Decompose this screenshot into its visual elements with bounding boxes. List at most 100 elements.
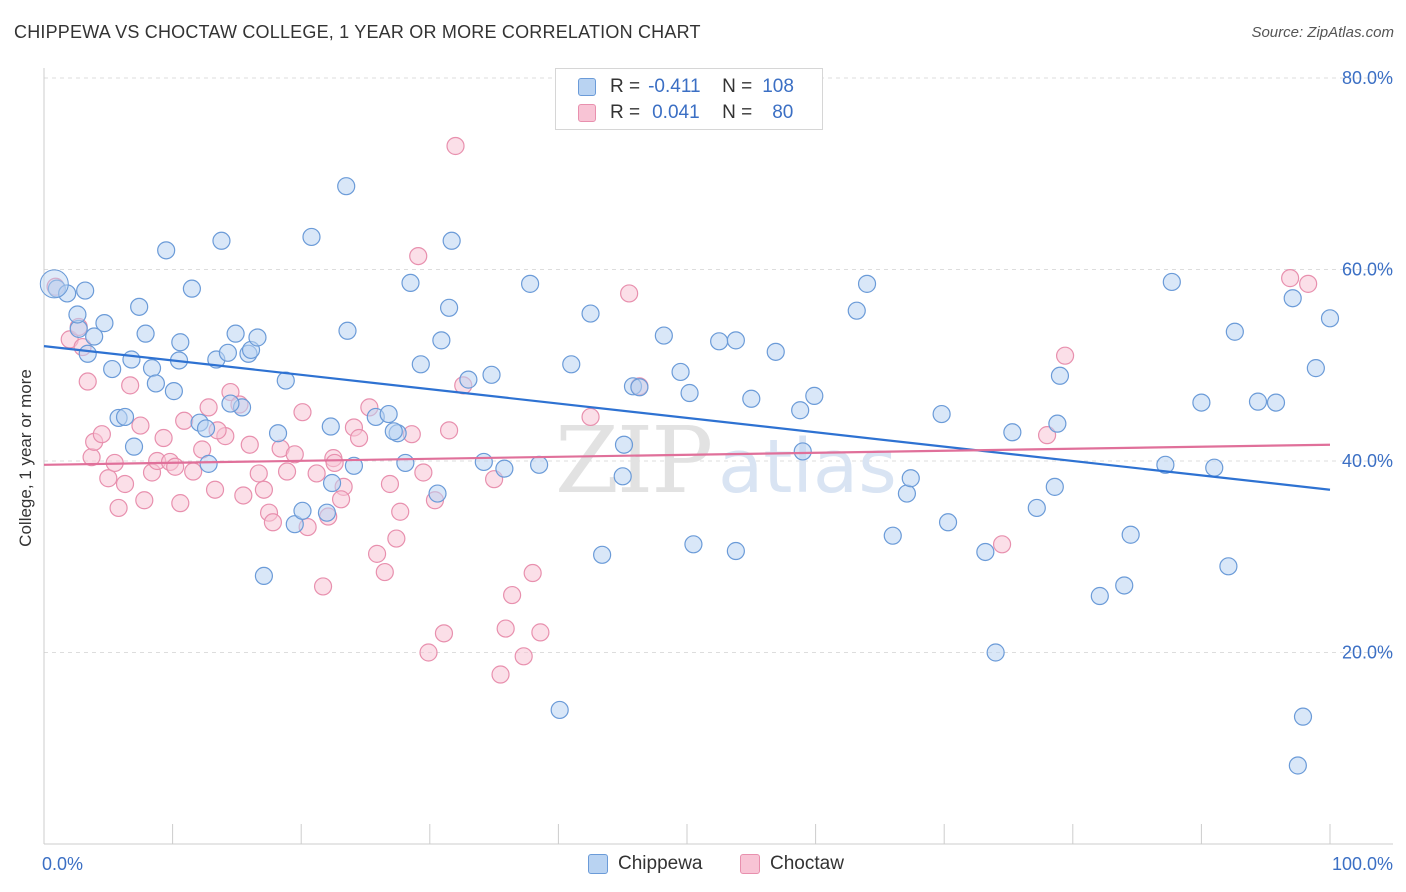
trend-layer <box>43 345 1331 491</box>
chippewa-point <box>212 231 231 250</box>
chippewa-point <box>322 473 342 493</box>
chippewa-point <box>1121 525 1140 544</box>
chippewa-point <box>103 359 122 379</box>
choctaw-point <box>240 435 259 454</box>
choctaw-n-label: N = <box>722 102 753 123</box>
choctaw-point <box>620 284 639 303</box>
chippewa-point <box>122 350 141 369</box>
choctaw-point <box>285 445 304 464</box>
choctaw-point <box>446 136 465 156</box>
chippewa-point <box>171 333 190 352</box>
watermark-atlas: atlas <box>718 424 897 510</box>
y-tick-label: 60.0% <box>1342 260 1393 280</box>
choctaw-point <box>249 464 268 483</box>
chippewa-point <box>1219 557 1238 576</box>
bottom-legend-choctaw: Choctaw <box>740 852 844 876</box>
chippewa-point <box>146 374 165 393</box>
chippewa-point <box>401 273 420 293</box>
source-label: Source: ZipAtlas.com <box>1251 24 1394 41</box>
chippewa-point <box>321 417 340 436</box>
chippewa-point <box>337 177 356 196</box>
chippewa-point <box>58 284 77 303</box>
x-tick-label-min: 0.0% <box>42 854 83 874</box>
chippewa-point <box>581 304 600 323</box>
chippewa-point <box>136 324 155 343</box>
chippewa-point <box>986 643 1005 662</box>
chippewa-point <box>1090 586 1109 606</box>
choctaw-points <box>46 136 1318 684</box>
chippewa-point <box>613 467 632 486</box>
choctaw-point <box>434 624 454 643</box>
chippewa-point <box>1320 309 1340 328</box>
choctaw-point <box>313 577 333 596</box>
legend-row-chippewa: R = -0.411 N = 108 <box>578 75 794 99</box>
chippewa-point <box>562 355 581 374</box>
choctaw-point <box>581 407 600 427</box>
choctaw-point <box>263 513 283 532</box>
chippewa-point <box>157 241 176 260</box>
y-tick-label: 20.0% <box>1342 643 1393 663</box>
y-tick-label: 80.0% <box>1342 68 1393 88</box>
chippewa-point <box>1050 366 1070 385</box>
choctaw-point <box>331 490 351 509</box>
chippewa-point <box>482 365 501 384</box>
chippewa-point <box>293 501 312 520</box>
chippewa-point <box>76 281 95 300</box>
chippewa-point <box>680 383 699 403</box>
chippewa-point <box>684 535 703 554</box>
chippewa-point <box>766 342 785 361</box>
chippewa-point <box>474 452 493 472</box>
chippewa-point <box>317 503 337 522</box>
chippewa-points <box>39 177 1340 775</box>
choctaw-point <box>380 474 400 494</box>
chippewa-point <box>302 227 321 247</box>
chippewa-point <box>1162 272 1181 292</box>
axes-layer: 20.0% 40.0% 60.0% 80.0% <box>43 68 1393 845</box>
choctaw-point <box>154 428 173 448</box>
chippewa-point <box>710 332 729 351</box>
chippewa-point <box>226 324 245 343</box>
choctaw-point <box>349 428 369 448</box>
chippewa-point <box>671 362 690 382</box>
choctaw-point <box>307 464 326 483</box>
choctaw-point <box>78 372 97 391</box>
chippewa-point <box>338 321 357 340</box>
chippewa-point <box>1266 393 1286 412</box>
chippewa-point <box>1115 576 1134 595</box>
choctaw-point <box>131 416 150 435</box>
chippewa-point <box>221 394 240 413</box>
x-tick-label-max: 100.0% <box>1332 854 1393 874</box>
bottom-chippewa-swatch <box>588 854 608 874</box>
chippewa-point <box>550 700 569 720</box>
chippewa-point <box>196 419 216 438</box>
choctaw-trend-line <box>43 443 1331 466</box>
chippewa-point <box>248 328 267 347</box>
chippewa-point <box>164 382 183 401</box>
chippewa-point <box>396 453 415 473</box>
chippewa-point <box>521 274 540 293</box>
y-axis-title: College, 1 year or more <box>16 369 35 547</box>
choctaw-point <box>1281 269 1300 288</box>
chippewa-point <box>805 386 824 405</box>
choctaw-point <box>531 623 550 642</box>
chippewa-point <box>1156 455 1175 474</box>
choctaw-point <box>523 563 542 583</box>
choctaw-point <box>419 643 438 662</box>
grid-layer <box>44 77 1393 653</box>
chippewa-point <box>268 424 288 443</box>
chippewa-point <box>199 454 218 473</box>
choctaw-point <box>391 502 410 521</box>
choctaw-point <box>199 398 218 417</box>
chippewa-point <box>1306 359 1325 378</box>
chippewa-point <box>726 331 745 350</box>
choctaw-point <box>1299 274 1318 293</box>
chippewa-point <box>530 455 549 474</box>
chippewa-point <box>1248 392 1268 411</box>
watermark-zip: ZIP <box>555 407 711 514</box>
chippewa-point <box>1288 756 1307 775</box>
chippewa-point <box>130 297 149 316</box>
chippewa-r-value: -0.411 <box>648 76 701 97</box>
choctaw-point <box>234 486 253 505</box>
choctaw-point <box>503 585 522 605</box>
choctaw-point <box>491 665 510 684</box>
